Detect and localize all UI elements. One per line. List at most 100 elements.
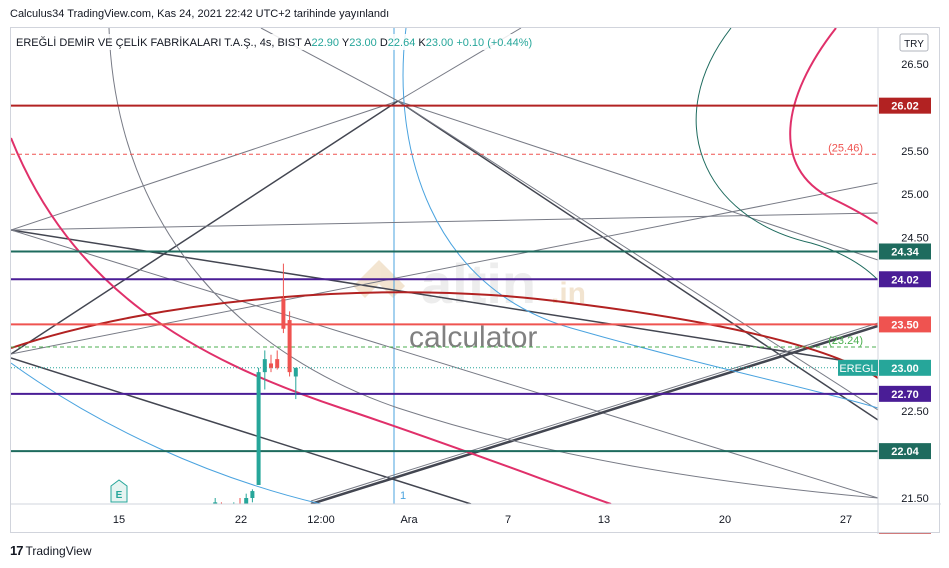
channel-line: [310, 322, 878, 502]
close-label: K: [418, 37, 426, 49]
fan-line: [11, 100, 399, 231]
price-level-badge: [879, 385, 931, 402]
y-tick-label: 22.50: [901, 406, 929, 418]
currency-button[interactable]: TRY: [899, 33, 929, 52]
x-tick-label: 7: [505, 514, 511, 526]
earnings-event-marker[interactable]: E: [110, 479, 128, 503]
candle-body: [213, 502, 218, 504]
candle[interactable]: [275, 350, 280, 370]
event-marker-label: E: [116, 490, 123, 501]
ticker-badge: [838, 359, 878, 376]
x-tick-label: 20: [719, 514, 731, 526]
blue-arc: [11, 362, 322, 504]
price-level-label: 26.02: [891, 101, 919, 113]
candle[interactable]: [287, 311, 292, 377]
teal-arc: [695, 28, 878, 281]
symbol-legend: EREĞLİ DEMİR VE ÇELİK FABRİKALARI T.A.Ş.…: [13, 34, 565, 50]
target-level-label: (23.24): [828, 335, 863, 347]
fan-line: [11, 100, 399, 355]
x-tick-label: 27: [840, 514, 852, 526]
candle-body: [293, 367, 298, 377]
x-tick-label: 22: [235, 514, 247, 526]
ticker-label: EREGL: [839, 363, 876, 375]
y-tick-label: 26.50: [901, 59, 929, 71]
high-label: Y: [342, 37, 350, 49]
symbol-name: EREĞLİ DEMİR VE ÇELİK FABRİKALARI T.A.Ş.…: [16, 36, 302, 49]
price-level-label: 22.70: [891, 389, 919, 401]
candle[interactable]: [262, 350, 267, 390]
event-marker-shape: [110, 479, 128, 503]
legend-background: [13, 34, 565, 50]
low-value: 22.64: [388, 37, 416, 49]
legend-text: EREĞLİ DEMİR VE ÇELİK FABRİKALARI T.A.Ş.…: [16, 36, 532, 49]
fan-line: [397, 100, 878, 411]
pink-arc: [11, 137, 612, 504]
tradingview-icon: 17: [10, 543, 24, 558]
arc-line: [108, 28, 878, 499]
watermark-word: calculator: [409, 321, 537, 354]
candle-body: [219, 507, 223, 534]
close-value: 23.00: [426, 37, 454, 49]
pink-arc: [789, 28, 878, 225]
open-label: A: [304, 37, 312, 49]
y-tick-label: 21.50: [901, 493, 929, 505]
candle[interactable]: [213, 498, 218, 533]
x-tick-label: 13: [598, 514, 610, 526]
y-tick-label: 24.50: [901, 233, 929, 245]
candle-body: [238, 507, 242, 509]
axes-layer: 15 22 12:00 Ara 7 13 20 2726.5025.5025.0024.502…: [11, 28, 941, 534]
target-level-label: (25.46): [828, 142, 863, 154]
x-tick-label: 15: [113, 514, 125, 526]
watermark-logo: altin .in: [353, 252, 586, 315]
open-value: 22.90: [312, 37, 340, 49]
candle[interactable]: [207, 515, 211, 534]
fan-line: [11, 229, 878, 499]
low-label: D: [380, 37, 388, 49]
price-level-label: 24.34: [891, 246, 919, 258]
candle-body: [269, 363, 273, 368]
currency-label: TRY: [904, 39, 924, 50]
candle[interactable]: [226, 515, 230, 534]
candle[interactable]: [293, 367, 298, 400]
price-level-label: 22.04: [891, 446, 919, 458]
candle[interactable]: [250, 489, 255, 503]
price-level-badge: [879, 533, 931, 534]
candles-layer: [207, 263, 298, 534]
chart-panel[interactable]: altin .in calculator 1 (25.46) (23.24) (21.2…: [10, 27, 941, 534]
candle-body: [232, 507, 236, 511]
currency-button-frame: [899, 33, 929, 52]
price-level-badge: [879, 316, 931, 333]
fan-line: [397, 100, 878, 261]
price-level-badge: [879, 443, 931, 460]
candle-body: [226, 520, 230, 534]
candle[interactable]: [219, 502, 223, 534]
fan-line: [397, 100, 878, 421]
fan-line: [11, 229, 878, 367]
candle[interactable]: [281, 263, 286, 334]
fan-line: [11, 182, 878, 355]
tradingview-logo[interactable]: 17 TradingView: [10, 543, 92, 558]
y-tick-label: 25.00: [901, 189, 929, 201]
vertical-marker-label: 1: [400, 490, 406, 502]
candle[interactable]: [269, 354, 273, 373]
price-levels: (25.46)(23.24)(21.20): [11, 104, 878, 453]
brand-label: TradingView: [25, 543, 92, 558]
price-level-label: 24.02: [891, 274, 919, 286]
channel-line: [310, 324, 878, 504]
y-tick-label: 25.50: [901, 146, 929, 158]
candle-body: [262, 359, 267, 373]
candle[interactable]: [244, 493, 249, 516]
candle-body: [244, 498, 249, 504]
x-tick-label: 12:00: [307, 514, 335, 526]
candle[interactable]: [238, 498, 242, 515]
change-value: +0.10 (+0.44%): [456, 37, 532, 49]
candle-body: [250, 491, 255, 498]
page-title: Calculus34 TradingView.com, Kas 24, 2021…: [10, 8, 390, 20]
candle[interactable]: [256, 367, 261, 485]
last-price-badge: [879, 359, 931, 376]
candle-body: [256, 372, 261, 485]
candle-body: [207, 528, 211, 534]
price-level-label: 23.50: [891, 319, 919, 331]
last-price-value: 23.00: [891, 363, 919, 375]
